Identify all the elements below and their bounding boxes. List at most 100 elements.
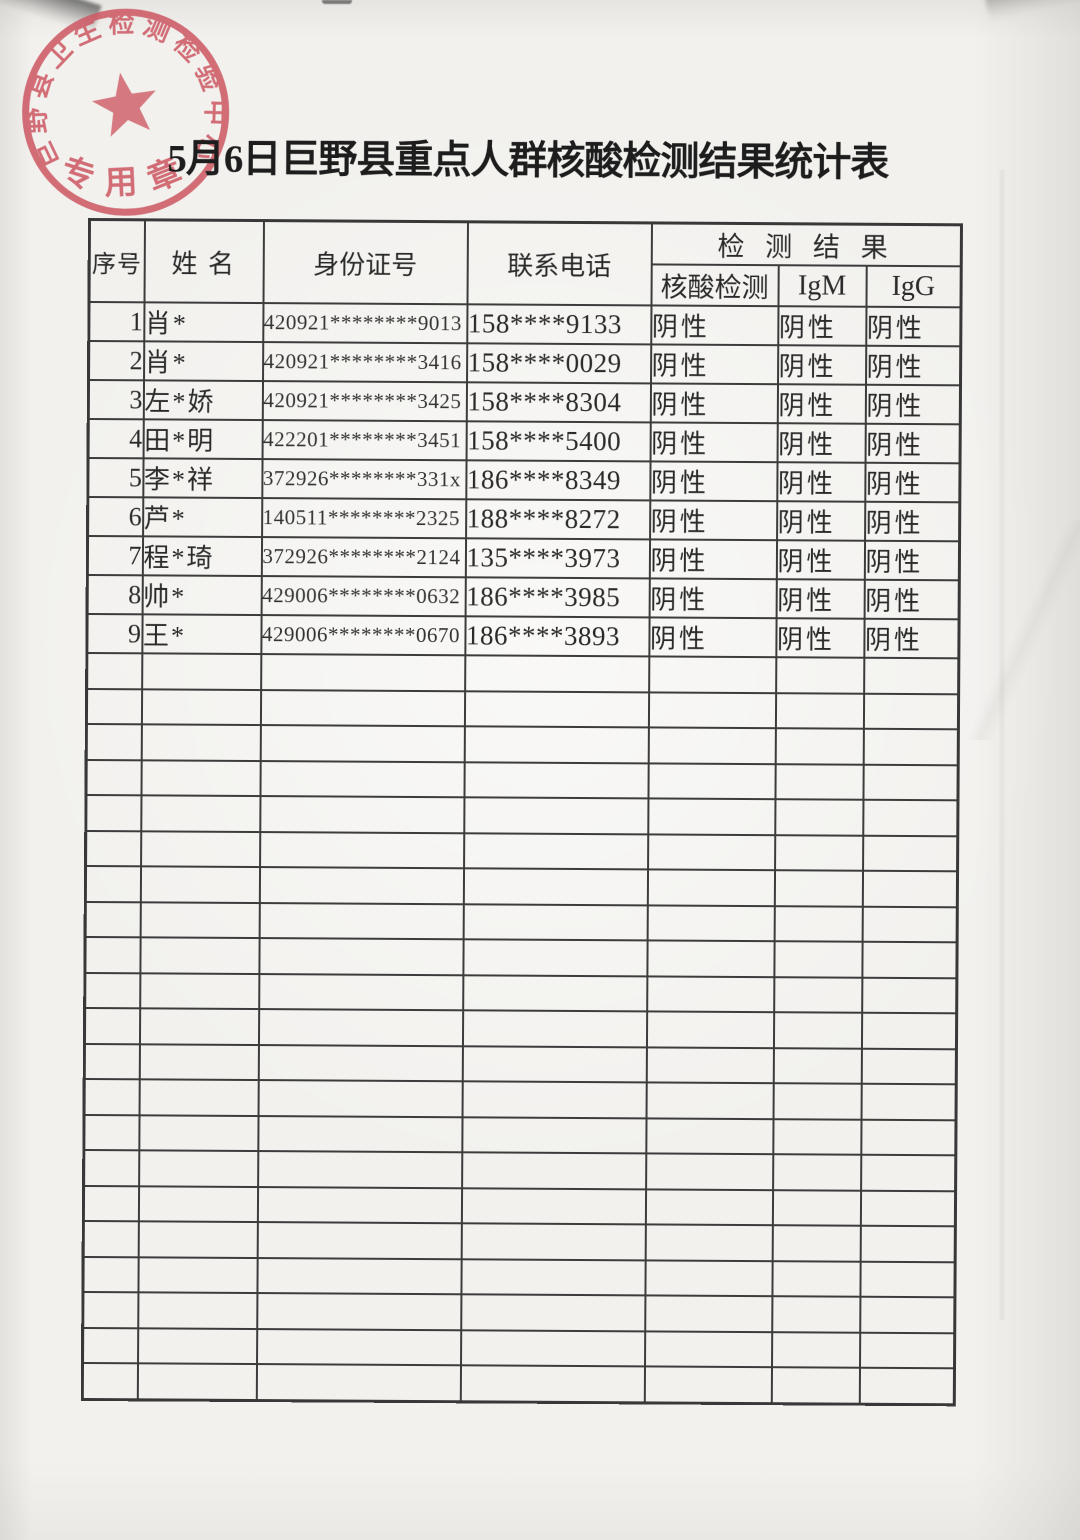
cell-id-number: 372926********2124 [261,537,466,578]
table-row-empty [84,1043,957,1085]
table-row-empty [82,1291,955,1333]
cell-phone [462,1010,647,1047]
cell-phone [464,690,649,728]
table-row: 5 李*祥 372926********331x 186****8349 阴性 … [87,457,961,503]
col-header-id-number: 身份证号 [262,220,468,305]
cell-id-number [259,902,464,940]
cell-name [139,937,260,974]
cell-id-number [259,796,464,833]
official-stamp: 巨野县卫生检测检验中心 专用章 [21,7,231,216]
cell-igg-result [860,1225,956,1262]
cell-phone [462,1045,647,1083]
cell-id-number [256,1257,462,1295]
cell-nucleic-result: 阴性 [649,578,777,619]
cell-phone [462,1081,647,1118]
table-row: 8 帅* 429006********0632 186****3985 阴性 阴… [87,574,960,620]
cell-phone: 158****5400 [466,421,651,462]
cell-phone [462,974,647,1012]
cell-igg-result [859,1332,955,1369]
cell-id-number [260,689,465,727]
cell-nucleic-result [646,940,775,977]
cell-nucleic-result: 阴性 [649,461,778,502]
table-row-empty [85,865,958,907]
cell-name: 王* [141,614,262,655]
cell-igm-result [772,1118,862,1155]
cell-igg-result [860,1119,957,1156]
cell-igm-result: 阴性 [777,345,866,385]
cell-id-number: 420921********3425 [262,381,467,422]
cell-phone [461,1116,647,1154]
cell-name: 左*娇 [143,380,263,421]
cell-nucleic-result [644,1259,773,1297]
cell-name [138,1114,259,1152]
cell-igm-result [775,657,864,694]
table-row-empty [82,1327,955,1369]
cell-nucleic-result [647,904,775,942]
cell-name [140,866,260,903]
cell-nucleic-result: 阴性 [650,383,778,424]
cell-igm-result [771,1260,861,1297]
cell-serial: 1 [88,301,144,342]
cell-serial [84,1007,140,1044]
cell-name [138,1150,258,1187]
cell-igg-result: 阴性 [865,423,961,464]
cell-phone [463,832,648,870]
table-row-empty [86,688,959,730]
cell-serial [86,652,142,689]
table-row-empty [83,1114,957,1156]
cell-igg-result [859,1296,955,1333]
cell-serial [84,972,140,1009]
cell-igm-result [774,763,864,800]
cell-serial [83,1149,139,1186]
cell-name [137,1363,257,1401]
cell-nucleic-result: 阴性 [649,500,777,541]
col-header-phone: 联系电话 [466,221,652,306]
cell-id-number [257,1222,462,1259]
cell-phone [461,1187,646,1225]
table-row: 3 左*娇 420921********3425 158****8304 阴性 … [88,379,961,425]
table-row-empty [86,652,959,694]
cell-id-number: 420921********9013 [262,303,467,344]
cell-phone: 186****8349 [465,460,651,501]
cell-name: 芦* [142,497,262,538]
cell-nucleic-result [644,1366,772,1404]
cell-igg-result [859,1261,956,1298]
table-row: 1 肖* 420921********9013 158****9133 阴性 阴… [88,301,962,347]
cell-name [140,759,261,797]
cell-nucleic-result [648,691,776,729]
cell-igm-result: 阴性 [776,501,865,541]
cell-nucleic-result [644,1330,772,1368]
table-row-empty [83,1185,956,1227]
cell-name: 田*明 [143,419,263,460]
cell-phone: 188****8272 [465,499,650,540]
cell-nucleic-result: 阴性 [650,422,778,463]
cell-name [139,1008,259,1045]
cell-serial: 4 [88,418,144,459]
cell-id-number: 372926********331x [261,459,467,500]
cell-nucleic-result [646,975,774,1013]
table-row: 9 王* 429006********0670 186****3893 阴性 阴… [86,613,960,659]
cell-nucleic-result [645,1117,774,1155]
star-icon [92,72,156,137]
cell-phone [461,1152,646,1189]
cell-nucleic-result [648,656,776,693]
cell-igm-result [771,1367,860,1404]
table-row: 4 田*明 422201********3451 158****5400 阴性 … [88,418,961,464]
cell-igm-result [773,1047,862,1084]
table-row-empty [84,1007,957,1049]
cell-phone [463,868,648,905]
cell-igg-result [862,764,959,801]
cell-name [137,1292,257,1329]
cell-serial [83,1220,139,1257]
cell-nucleic-result: 阴性 [650,305,778,346]
cell-name [138,1185,258,1223]
cell-phone [462,939,648,976]
cell-id-number [258,938,464,975]
cell-serial [82,1327,138,1364]
cell-nucleic-result: 阴性 [649,539,777,580]
cell-phone [460,1365,645,1403]
cell-serial [85,830,141,867]
cell-serial [85,901,141,938]
results-table-body: 1 肖* 420921********9013 158****9133 阴性 阴… [82,301,962,1405]
cell-nucleic-result [645,1224,773,1261]
